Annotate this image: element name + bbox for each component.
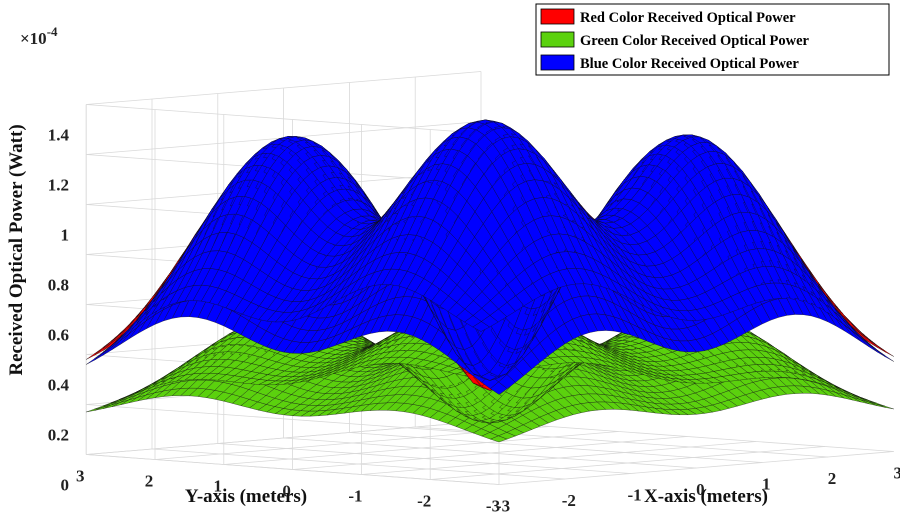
z-tick-label: 1 (61, 226, 70, 245)
x-tick-label: -2 (562, 491, 576, 510)
z-tick-label: 0.4 (48, 376, 70, 395)
y-axis-label: Y-axis (meters) (185, 486, 307, 507)
z-tick-label: 0 (61, 476, 70, 495)
x-tick-label: 3 (894, 464, 900, 483)
y-tick-label: -2 (417, 492, 431, 511)
z-tick-label: 1.4 (48, 126, 70, 145)
z-tick-label: 0.2 (48, 426, 69, 445)
x-axis-label: X-axis (meters) (644, 486, 768, 507)
z-tick-label: 0.8 (48, 276, 69, 295)
legend-swatch-blue (541, 55, 574, 70)
z-tick-label: 0.6 (48, 326, 69, 345)
surface-layer (86, 120, 894, 442)
legend-entry-red: Red Color Received Optical Power (580, 10, 796, 26)
z-tick-label: 1.2 (48, 176, 69, 195)
legend-swatch-green (541, 32, 574, 47)
z-axis-label: Received Optical Power (Watt) (6, 124, 27, 375)
z-exponent-label: ×10-4 (20, 24, 58, 48)
legend-entry-blue: Blue Color Received Optical Power (580, 56, 799, 72)
x-tick-label: 2 (828, 469, 837, 488)
y-tick-label: -1 (348, 487, 362, 506)
y-tick-label: 3 (76, 467, 85, 486)
x-tick-label: -1 (628, 486, 642, 505)
legend: Red Color Received Optical Power Green C… (536, 4, 889, 75)
legend-swatch-red (541, 9, 574, 24)
x-tick-label: -3 (496, 497, 510, 513)
y-tick-label: 2 (145, 472, 154, 491)
legend-entry-green: Green Color Received Optical Power (580, 33, 810, 49)
